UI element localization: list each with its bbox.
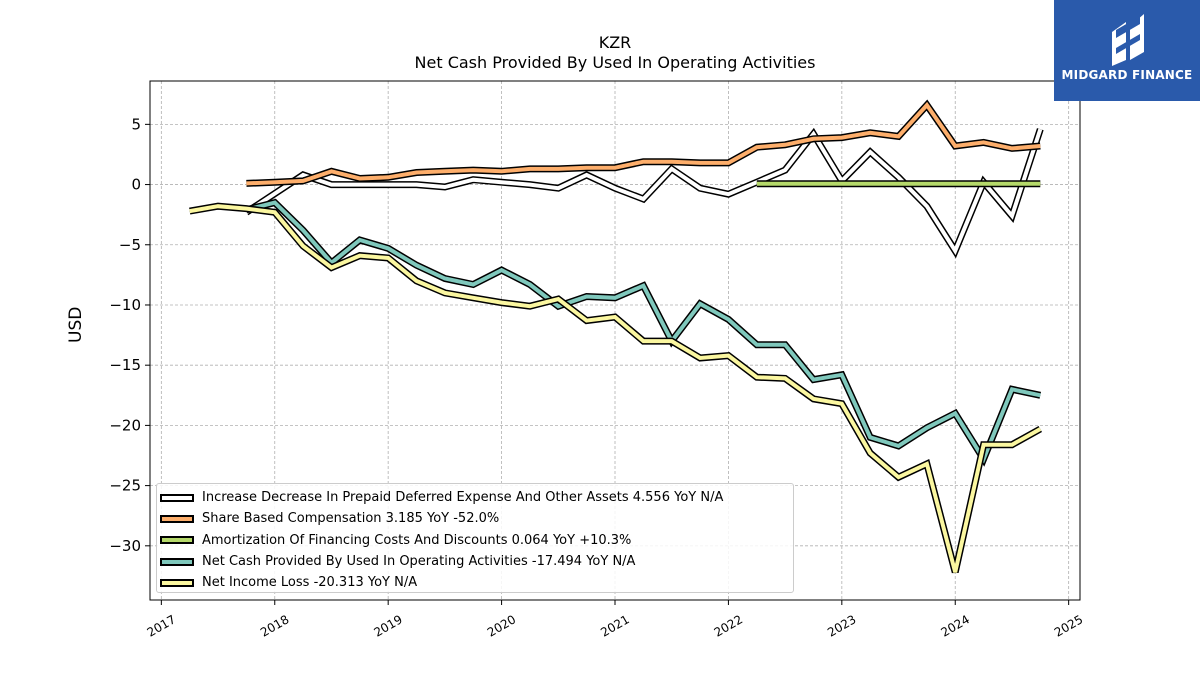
x-tick-label: 2022: [712, 612, 745, 639]
y-axis-label: USD: [66, 306, 86, 343]
legend-swatch: [160, 557, 194, 566]
legend-label: Net Income Loss -20.313 YoY N/A: [202, 575, 418, 591]
legend-item: Increase Decrease In Prepaid Deferred Ex…: [157, 487, 793, 508]
series-line-0: [245, 128, 1043, 256]
series-layer: [189, 99, 1044, 574]
legend-label: Increase Decrease In Prepaid Deferred Ex…: [202, 490, 724, 506]
x-tick-label: 2025: [1052, 612, 1085, 639]
x-tick-label: 2019: [371, 612, 404, 639]
y-tick-label: −20: [109, 416, 141, 434]
legend-item: Amortization Of Financing Costs And Disc…: [157, 530, 793, 551]
x-tick-label: 2024: [939, 612, 972, 639]
legend-swatch: [160, 493, 194, 502]
series-outline-0: [244, 127, 1044, 259]
series-line-3: [245, 200, 1041, 464]
y-tick-label: 0: [131, 176, 141, 194]
y-tick-label: −10: [109, 296, 141, 314]
x-tick-label: 2017: [145, 612, 178, 639]
chart-ticker-title: KZR: [598, 33, 632, 52]
y-tick-label: −5: [119, 236, 141, 254]
series-line-4: [189, 204, 1042, 573]
legend-label: Share Based Compensation 3.185 YoY -52.0…: [202, 511, 500, 527]
legend-swatch: [160, 536, 194, 545]
legend: Increase Decrease In Prepaid Deferred Ex…: [156, 483, 794, 593]
series-outline-1: [246, 99, 1041, 187]
logo-text: MIDGARD FINANCE: [1061, 68, 1193, 82]
series-line-1: [246, 101, 1041, 186]
logo-mark-icon: [1112, 14, 1144, 66]
x-tick-label: 2023: [825, 612, 858, 639]
legend-label: Net Cash Provided By Used In Operating A…: [202, 554, 636, 570]
legend-item: Share Based Compensation 3.185 YoY -52.0…: [157, 508, 793, 529]
x-tick-label: 2018: [258, 612, 291, 639]
y-tick-label: 5: [131, 115, 141, 133]
legend-label: Amortization Of Financing Costs And Disc…: [202, 532, 632, 548]
y-tick-label: −25: [109, 477, 141, 495]
legend-item: Net Income Loss -20.313 YoY N/A: [157, 572, 793, 593]
x-tick-label: 2021: [598, 612, 631, 639]
legend-swatch: [160, 578, 194, 587]
y-tick-label: −15: [109, 356, 141, 374]
midgard-finance-logo: MIDGARD FINANCE: [1054, 0, 1200, 101]
legend-swatch: [160, 514, 194, 523]
legend-item: Net Cash Provided By Used In Operating A…: [157, 551, 793, 572]
y-tick-label: −30: [109, 537, 141, 555]
chart-subtitle: Net Cash Provided By Used In Operating A…: [414, 53, 816, 72]
x-tick-label: 2020: [485, 612, 518, 639]
